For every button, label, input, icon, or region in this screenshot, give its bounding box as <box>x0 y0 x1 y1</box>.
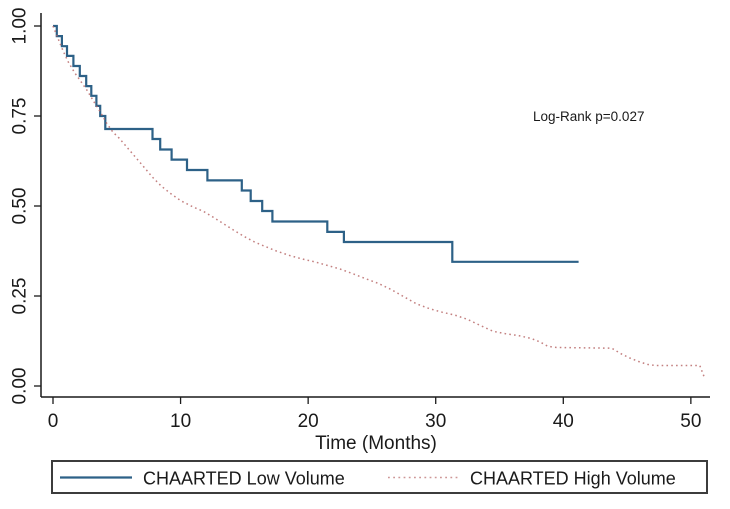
series-line-high-volume <box>52 25 706 380</box>
survival-curves <box>52 24 706 380</box>
y-tick-label: 0.50 <box>10 188 31 225</box>
legend-label-low-volume: CHAARTED Low Volume <box>143 469 345 489</box>
series-line-low-volume <box>53 24 579 263</box>
y-tick-label: 1.00 <box>10 8 31 45</box>
y-tick-label: 0.75 <box>10 98 31 135</box>
x-tick-label: 40 <box>553 411 574 432</box>
x-axis-title: Time (Months) <box>315 433 437 454</box>
x-tick-label: 30 <box>425 411 446 432</box>
log-rank-annotation: Log-Rank p=0.027 <box>533 109 644 124</box>
x-tick-label: 50 <box>680 411 701 432</box>
legend-label-high-volume: CHAARTED High Volume <box>470 469 676 489</box>
x-tick-label: 0 <box>48 411 59 432</box>
x-tick-label: 20 <box>298 411 319 432</box>
legend: CHAARTED Low Volume CHAARTED High Volume <box>51 460 708 494</box>
x-axis-ticks: 0 10 20 30 40 50 <box>48 397 701 432</box>
y-axis-ticks: 0.00 0.25 0.50 0.75 1.00 <box>10 8 41 405</box>
x-tick-label: 10 <box>170 411 191 432</box>
y-tick-label: 0.00 <box>10 368 31 405</box>
legend-box <box>51 460 708 494</box>
y-tick-label: 0.25 <box>10 278 31 315</box>
